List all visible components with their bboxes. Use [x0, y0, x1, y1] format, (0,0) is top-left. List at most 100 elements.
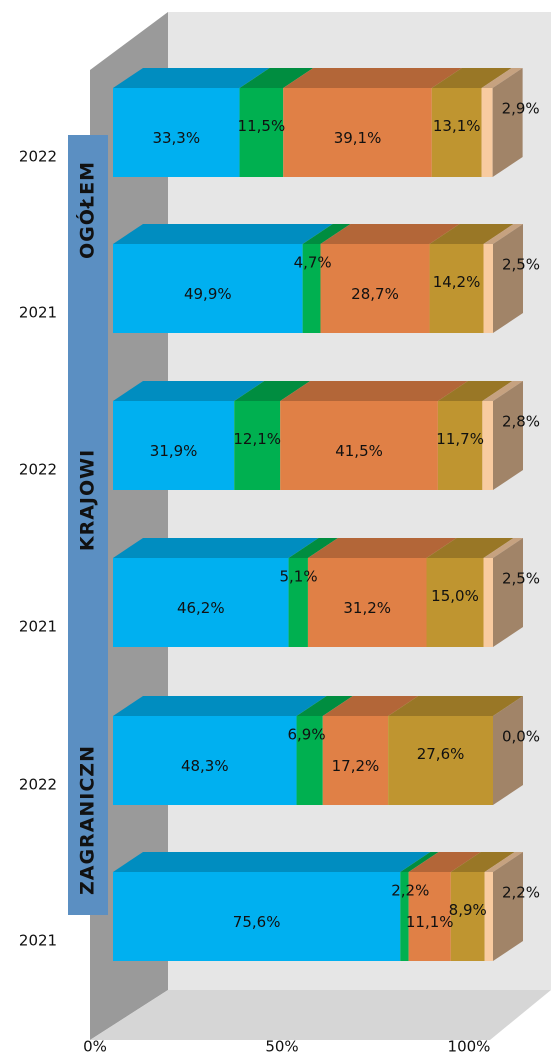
- bar-segment: [113, 88, 240, 177]
- bar-top: [322, 696, 419, 716]
- bar-segment: [431, 88, 482, 177]
- data-label: 5,1%: [280, 568, 318, 586]
- bar-top: [426, 538, 514, 558]
- bar-top: [113, 538, 319, 558]
- bar-segment: [408, 872, 451, 961]
- data-label: 8,9%: [449, 901, 487, 919]
- bar-segment: [283, 88, 432, 177]
- data-label: 2,2%: [502, 884, 540, 902]
- data-label: 13,1%: [433, 117, 481, 135]
- data-label: 2,5%: [502, 256, 540, 274]
- bar-segment: [288, 558, 308, 647]
- bar-segment: [320, 244, 430, 333]
- bar-top: [307, 538, 457, 558]
- bar-side: [493, 696, 523, 805]
- data-label: 12,1%: [233, 430, 281, 448]
- bar-top: [288, 538, 338, 558]
- data-label: 41,5%: [335, 442, 383, 460]
- data-label: 0,0%: [502, 728, 540, 746]
- data-label: 4,7%: [294, 254, 332, 272]
- bar-top: [302, 224, 351, 244]
- bar-segment: [388, 716, 493, 805]
- bar-segment: [302, 244, 321, 333]
- data-label: 11,7%: [436, 430, 484, 448]
- bar-side: [493, 381, 523, 490]
- group-label: KRAJOWI: [77, 449, 99, 551]
- bar-segment: [113, 872, 401, 961]
- bar-segment: [481, 88, 493, 177]
- data-label: 2,9%: [502, 100, 540, 118]
- bar-segment: [113, 244, 303, 333]
- bar-segment: [400, 872, 409, 961]
- bar-segment: [426, 558, 484, 647]
- bar-segment: [234, 401, 281, 490]
- bar-top: [239, 68, 314, 88]
- bar-side: [493, 224, 523, 333]
- y-tick-label: 2022: [19, 461, 57, 479]
- bar-segment: [239, 88, 284, 177]
- bar-top: [113, 381, 265, 401]
- bar-top: [400, 852, 439, 872]
- data-label: 11,5%: [238, 117, 286, 135]
- bar-segment: [113, 716, 297, 805]
- bar-side: [493, 538, 523, 647]
- bar-top: [429, 224, 514, 244]
- data-label: 49,9%: [184, 285, 232, 303]
- data-label: 31,9%: [150, 442, 198, 460]
- group-label: ZAGRANICZN: [77, 745, 99, 895]
- y-tick-label: 2021: [19, 932, 57, 950]
- group-box: [68, 135, 108, 915]
- data-label: 14,2%: [433, 273, 481, 291]
- x-tick-label: 0%: [83, 1038, 107, 1056]
- bar-segment: [113, 401, 235, 490]
- bar-top: [113, 224, 333, 244]
- data-label: 33,3%: [152, 129, 200, 147]
- bar-top: [437, 381, 513, 401]
- bar-top: [431, 68, 512, 88]
- bar-side: [492, 68, 523, 177]
- bar-top: [483, 538, 523, 558]
- bar-top: [484, 852, 523, 872]
- bar-top: [280, 381, 468, 401]
- data-label: 2,8%: [502, 413, 540, 431]
- data-label: 2,5%: [502, 570, 540, 588]
- bar-top: [483, 224, 523, 244]
- bar-top: [113, 68, 270, 88]
- floor: [90, 990, 551, 1040]
- y-tick-label: 2022: [19, 148, 57, 166]
- bar-segment: [280, 401, 438, 490]
- bar-segment: [484, 872, 493, 961]
- bar-segment: [322, 716, 389, 805]
- bar-segment: [483, 244, 493, 333]
- data-label: 46,2%: [177, 599, 225, 617]
- data-label: 6,9%: [287, 726, 325, 744]
- data-label: 48,3%: [181, 757, 229, 775]
- bar-top: [481, 68, 523, 88]
- bar-segment: [113, 558, 289, 647]
- bar-top: [283, 68, 462, 88]
- data-label: 28,7%: [351, 285, 399, 303]
- data-label: 17,2%: [332, 757, 380, 775]
- bar-top: [296, 696, 353, 716]
- bar-top: [320, 224, 460, 244]
- bar-segment: [483, 558, 493, 647]
- group-label: OGÓŁEM: [75, 161, 99, 259]
- y-tick-label: 2022: [19, 776, 57, 794]
- bar-segment: [296, 716, 323, 805]
- bar-segment: [482, 401, 493, 490]
- data-label: 27,6%: [417, 745, 465, 763]
- bar-top: [113, 696, 327, 716]
- data-label: 2,2%: [391, 882, 429, 900]
- bar-segment: [450, 872, 485, 961]
- bar-segment: [307, 558, 427, 647]
- bar-top: [408, 852, 481, 872]
- bar-segment: [429, 244, 484, 333]
- y-tick-label: 2021: [19, 304, 57, 322]
- bar-top: [113, 852, 431, 872]
- data-label: 39,1%: [334, 129, 382, 147]
- bar-top: [234, 381, 311, 401]
- y-tick-label: 2021: [19, 618, 57, 636]
- data-label: 75,6%: [233, 913, 281, 931]
- x-tick-label: 50%: [265, 1038, 298, 1056]
